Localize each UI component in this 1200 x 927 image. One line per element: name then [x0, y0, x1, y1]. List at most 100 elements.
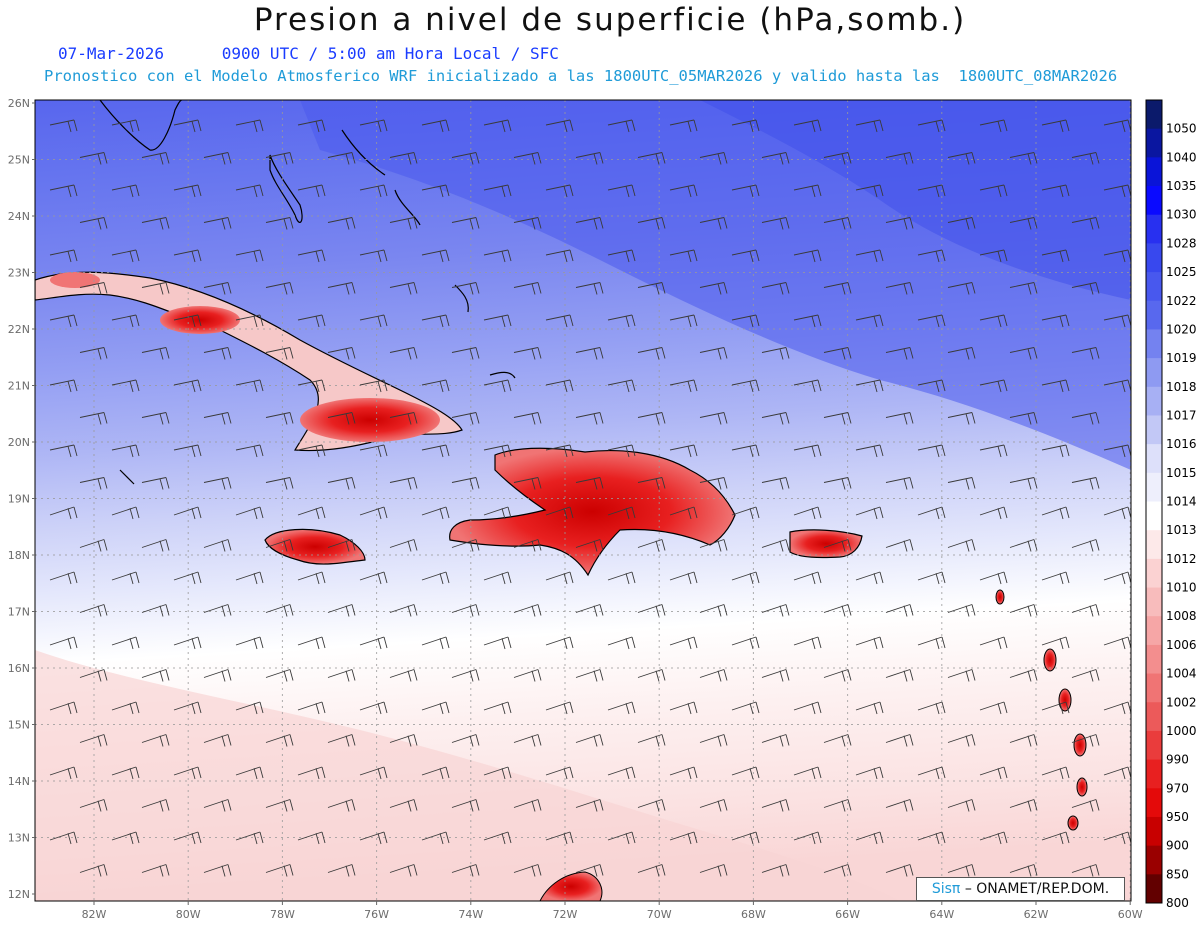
wind-barb: [359, 831, 388, 845]
colorbar-label: 1017: [1166, 408, 1197, 422]
wind-barb: [979, 184, 1008, 198]
wind-barb: [699, 734, 728, 747]
colorbar-label: 1020: [1166, 322, 1197, 336]
wind-barb: [607, 249, 636, 263]
wind-barb: [483, 444, 512, 458]
wind-barb: [173, 831, 202, 845]
wind-barb: [575, 864, 604, 877]
wind-barb: [731, 831, 760, 845]
wind-barb: [111, 249, 140, 263]
wind-barb: [297, 249, 326, 263]
wind-barb: [173, 444, 202, 458]
colorbar-swatch: [1146, 788, 1162, 818]
wind-barb: [1041, 184, 1070, 198]
wind-barb: [823, 799, 852, 812]
wind-barb: [1071, 669, 1100, 682]
wind-barb: [79, 734, 108, 747]
wind-barb: [885, 669, 914, 682]
wind-barb: [359, 379, 388, 393]
wind-barb: [545, 636, 574, 650]
wind-barb: [297, 379, 326, 393]
wind-barb: [265, 412, 294, 425]
wind-barb: [79, 539, 108, 552]
wind-barb: [265, 347, 294, 360]
colorbar-label: 1018: [1166, 380, 1197, 394]
wind-barb: [327, 217, 356, 230]
colorbar-label: 1040: [1166, 150, 1197, 164]
wind-barb: [699, 604, 728, 617]
lat-label: 15N: [8, 719, 30, 732]
wind-barb: [637, 282, 666, 295]
wind-barb: [421, 701, 450, 715]
wind-barb: [483, 571, 512, 585]
wind-barb: [327, 282, 356, 295]
map-title: Presion a nivel de superficie (hPa,somb.…: [253, 2, 967, 38]
wind-barb: [265, 799, 294, 812]
wind-barb: [451, 799, 480, 812]
wind-barb: [49, 444, 78, 458]
wind-barb: [513, 217, 542, 230]
wind-barb: [79, 282, 108, 295]
colorbar-label: 1002: [1166, 695, 1197, 709]
wind-barb: [1071, 539, 1100, 552]
wind-barb: [235, 831, 264, 845]
wind-barb: [327, 152, 356, 165]
wind-barb: [979, 571, 1008, 585]
wind-barb: [917, 766, 946, 780]
wind-barb: [1071, 864, 1100, 877]
colorbar-frame: [1145, 99, 1163, 904]
wind-barb: [637, 217, 666, 230]
wind-barb: [389, 347, 418, 360]
wind-barb: [855, 701, 884, 715]
wind-barb: [793, 379, 822, 393]
lon-label: 66W: [835, 908, 860, 921]
colorbar-label: 970: [1166, 781, 1189, 795]
longitude-labels: 82W 80W 78W 76W 74W 72W 70W 68W 66W 64W 62W 60W: [82, 901, 1143, 921]
wind-barb: [297, 571, 326, 585]
land-puerto-rico: [789, 529, 863, 559]
colorbar-label: 950: [1166, 810, 1189, 824]
wind-barb: [513, 734, 542, 747]
wind-barb: [545, 701, 574, 715]
wind-barb: [1041, 119, 1070, 133]
high-pressure-core: [700, 100, 1131, 300]
model-subtitle: Pronostico con el Modelo Atmosferico WRF…: [44, 67, 1118, 85]
wind-barb: [297, 314, 326, 328]
wind-barb: [793, 249, 822, 263]
wind-barb: [389, 152, 418, 165]
lat-label: 20N: [8, 436, 30, 449]
colorbar-label: 1030: [1166, 208, 1197, 222]
wind-barb: [173, 766, 202, 780]
wind-barb: [297, 701, 326, 715]
wind-barb: [359, 119, 388, 133]
lon-label: 70W: [647, 908, 672, 921]
wind-barb: [1071, 152, 1100, 165]
wind-barb: [917, 379, 946, 393]
wind-barb: [669, 831, 698, 845]
lat-label: 23N: [8, 267, 30, 280]
wind-barb: [885, 539, 914, 552]
wind-barb: [979, 119, 1008, 133]
colorbar-swatch: [1146, 759, 1162, 789]
wind-barb: [731, 636, 760, 650]
wind-barb: [575, 347, 604, 360]
wind-barb: [173, 119, 202, 133]
wind-barb: [111, 636, 140, 650]
wind-barb: [451, 604, 480, 617]
wind-barb: [297, 766, 326, 780]
wind-barb: [947, 347, 976, 360]
wind-barb: [111, 119, 140, 133]
wind-barb: [451, 539, 480, 552]
wind-barb: [637, 412, 666, 425]
wind-barb: [793, 119, 822, 133]
wind-barb: [49, 571, 78, 585]
wind-barb: [885, 217, 914, 230]
wind-barb: [49, 831, 78, 845]
wind-barb: [1009, 412, 1038, 425]
wind-barb: [141, 477, 170, 490]
wind-barb: [173, 571, 202, 585]
wind-barb: [731, 571, 760, 585]
wind-barb: [979, 249, 1008, 263]
wind-barb: [79, 217, 108, 230]
wind-barb: [297, 184, 326, 198]
